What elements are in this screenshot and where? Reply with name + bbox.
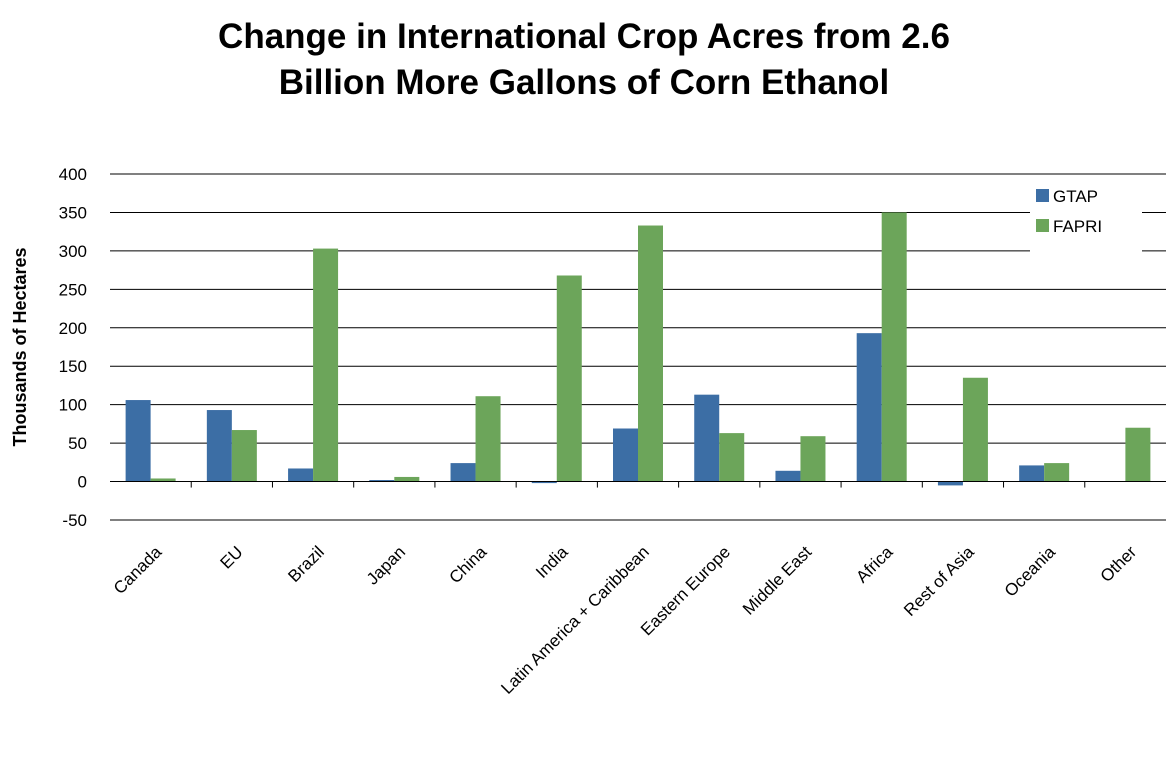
y-axis-title: Thousands of Hectares (10, 247, 30, 446)
y-tick-label: 250 (59, 280, 87, 299)
bar-fapri (638, 225, 663, 482)
category-label: Canada (110, 542, 166, 598)
bar-gtap (856, 333, 882, 482)
bar-fapri (556, 275, 582, 482)
y-tick-label: 350 (59, 203, 87, 222)
bar-gtap (531, 481, 557, 484)
bar-gtap (613, 428, 638, 482)
bar-gtap (694, 394, 720, 482)
category-label: Brazil (284, 542, 327, 585)
y-tick-label: 300 (59, 242, 87, 261)
y-tick-label: -50 (62, 511, 87, 530)
bars (125, 212, 1151, 486)
category-label: India (532, 542, 572, 582)
bar-gtap (1019, 465, 1045, 482)
bar-fapri (475, 396, 501, 482)
category-label: EU (217, 542, 247, 572)
chart-title-line-2: Billion More Gallons of Corn Ethanol (278, 63, 890, 102)
bar-fapri (150, 478, 176, 482)
bar-gtap (369, 480, 395, 482)
bar-gtap (937, 481, 963, 486)
bar-fapri (1125, 427, 1151, 482)
category-label: Japan (363, 542, 409, 588)
bar-fapri (881, 212, 907, 482)
legend-label-fapri: FAPRI (1053, 217, 1102, 236)
y-tick-label: 400 (59, 165, 87, 184)
legend-label-gtap: GTAP (1053, 187, 1098, 206)
bar-fapri (313, 248, 339, 482)
category-label: Africa (852, 542, 897, 587)
y-tick-label: 150 (59, 357, 87, 376)
bar-gtap (450, 463, 476, 482)
y-tick-labels: 400 350 300 250 200 150 100 50 0 -50 (59, 165, 87, 530)
y-tick-label: 200 (59, 319, 87, 338)
legend-swatch-gtap (1036, 189, 1049, 202)
bar-fapri (394, 476, 420, 482)
category-label: Latin America + Caribbean (497, 542, 652, 697)
category-label: Middle East (739, 542, 815, 618)
y-tick-label: 0 (78, 473, 87, 492)
bar-fapri (719, 433, 745, 482)
y-tick-label: 50 (68, 434, 87, 453)
bar-fapri (800, 436, 826, 482)
bar-gtap (206, 410, 232, 482)
legend: GTAP FAPRI (1030, 183, 1142, 259)
bar-fapri (962, 377, 988, 482)
axes (110, 481, 1166, 488)
category-label: China (446, 542, 491, 587)
bar-fapri (231, 430, 257, 482)
y-tick-label: 100 (59, 396, 87, 415)
bar-gtap (288, 468, 314, 482)
legend-swatch-fapri (1036, 219, 1049, 232)
bar-gtap (125, 400, 151, 482)
category-label: Oceania (1001, 542, 1060, 601)
chart-title-line-1: Change in International Crop Acres from … (218, 17, 950, 56)
category-label: Other (1097, 542, 1141, 586)
chart-title: Change in International Crop Acres from … (0, 14, 1168, 106)
bar-fapri (1044, 463, 1070, 482)
bar-gtap (775, 470, 801, 482)
category-label: Rest of Asia (900, 542, 978, 620)
